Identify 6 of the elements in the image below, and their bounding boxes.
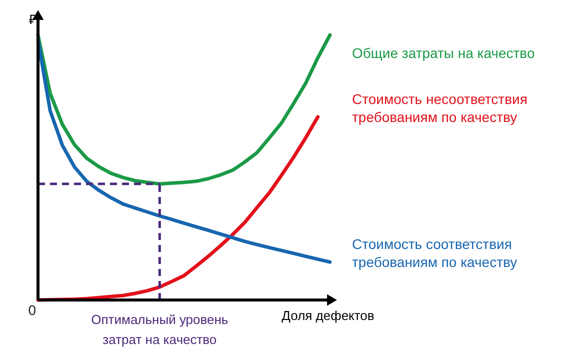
text: Стоимость несоответствия требованиям по качеству	[352, 91, 528, 125]
text: 0	[28, 302, 36, 318]
x-axis-title: Доля дефектов	[282, 308, 374, 323]
text: Оптимальный уровень затрат на качество	[91, 312, 228, 347]
series-label: Общие затраты на качество	[352, 45, 535, 61]
series-label: Стоимость соответствия требованиям по качеству	[352, 236, 518, 270]
